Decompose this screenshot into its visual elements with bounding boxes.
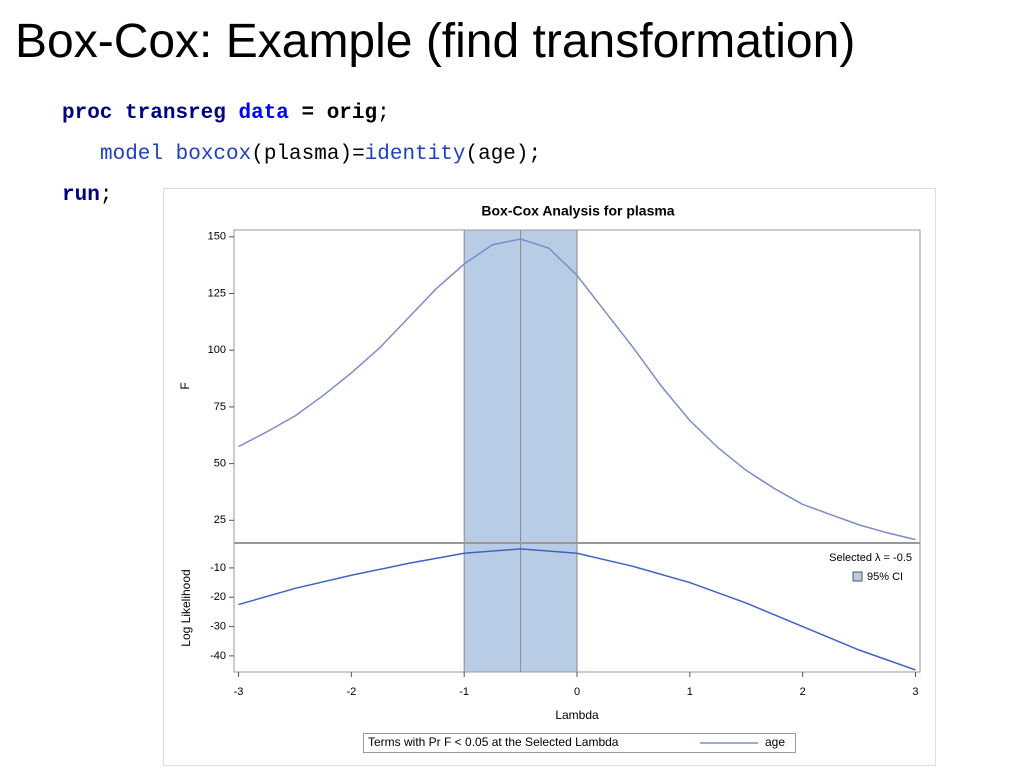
- y-tick-label: -10: [210, 562, 226, 574]
- y-axis-label: F: [178, 382, 192, 389]
- y-tick-label: -20: [210, 591, 226, 603]
- code-line: run;: [62, 184, 112, 207]
- legend-box: [363, 733, 796, 753]
- x-tick-label: 3: [912, 686, 918, 698]
- y-tick-label: 125: [208, 287, 226, 299]
- y-tick-label: 75: [214, 401, 226, 413]
- y-tick-label: 50: [214, 458, 226, 470]
- code-token: = orig: [301, 102, 378, 125]
- data-line: [238, 238, 916, 541]
- code-token: ;: [377, 102, 390, 125]
- y-tick-label: 25: [214, 514, 226, 526]
- x-tick-label: -3: [234, 686, 244, 698]
- slide-title: Box-Cox: Example (find transformation): [15, 15, 856, 68]
- code-token: transreg: [125, 102, 226, 125]
- x-axis-label: Lambda: [555, 708, 599, 722]
- data-line: [238, 548, 916, 671]
- code-token: proc: [62, 102, 113, 125]
- legend-title: Terms with Pr F < 0.05 at the Selected L…: [368, 735, 619, 749]
- code-token: (age);: [465, 143, 542, 166]
- y-axis-label: Log Likelihood: [179, 569, 193, 646]
- y-tick-label: 100: [208, 344, 226, 356]
- x-tick-label: 1: [687, 686, 693, 698]
- y-tick-label: -40: [210, 650, 226, 662]
- legend-ci: 95% CI: [867, 571, 903, 583]
- code-token: model: [100, 143, 164, 166]
- x-tick-label: 2: [800, 686, 806, 698]
- code-token: (plasma)=: [251, 143, 365, 166]
- x-tick-label: -1: [459, 686, 469, 698]
- code-token: identity: [364, 143, 466, 166]
- x-tick-label: -2: [346, 686, 356, 698]
- y-tick-label: -30: [210, 620, 226, 632]
- y-tick-label: 150: [208, 231, 226, 243]
- legend-swatch: [852, 571, 863, 582]
- x-tick-label: 0: [574, 686, 580, 698]
- code-line: model boxcox(plasma)=identity(age);: [100, 143, 541, 166]
- code-token: data: [238, 102, 289, 125]
- code-token: run: [62, 184, 100, 207]
- code-token: boxcox: [175, 143, 252, 166]
- chart-title: Box-Cox Analysis for plasma: [481, 203, 674, 219]
- code-line: proc transreg data = orig;: [62, 102, 390, 125]
- code-token: ;: [99, 184, 113, 207]
- legend-selected: Selected λ = -0.5: [829, 552, 912, 564]
- legend-entry: age: [765, 735, 785, 749]
